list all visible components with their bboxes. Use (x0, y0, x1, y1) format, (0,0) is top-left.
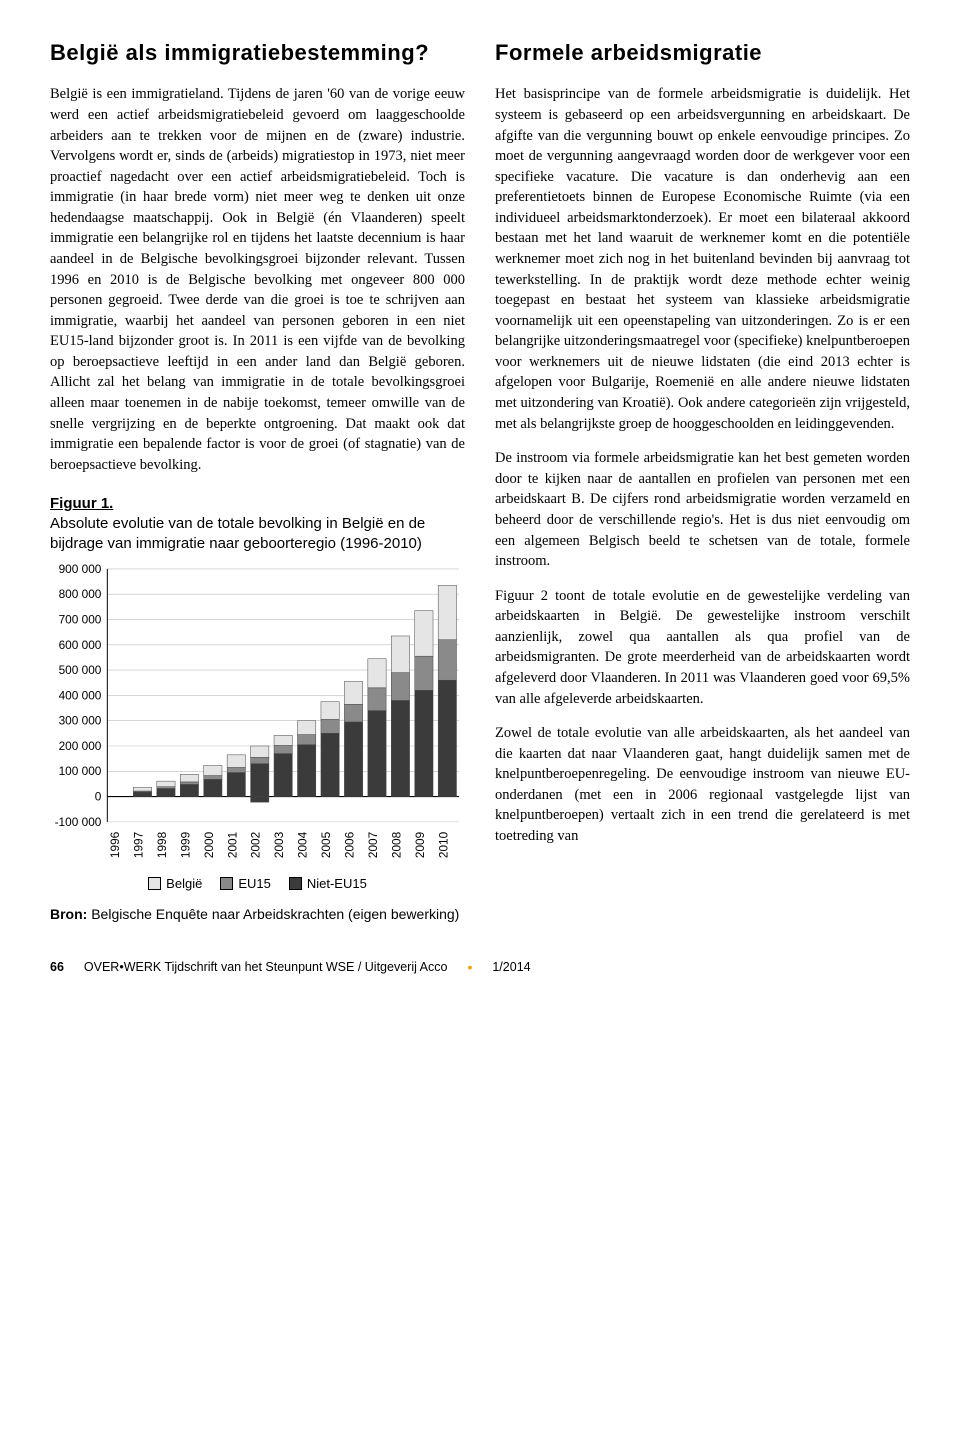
right-para-2: De instroom via formele arbeidsmigratie … (495, 448, 910, 571)
svg-text:1996: 1996 (108, 832, 122, 859)
legend-item: EU15 (220, 876, 271, 891)
legend-label: EU15 (238, 876, 271, 891)
left-body-para: België is een immigratieland. Tijdens de… (50, 84, 465, 475)
page-footer: 66 OVER•WERK Tijdschrift van het Steunpu… (50, 959, 910, 975)
svg-text:500 000: 500 000 (59, 663, 102, 677)
legend-label: België (166, 876, 202, 891)
svg-text:200 000: 200 000 (59, 739, 102, 753)
svg-text:2007: 2007 (366, 832, 380, 858)
svg-text:2002: 2002 (249, 832, 263, 858)
legend-label: Niet-EU15 (307, 876, 367, 891)
legend-swatch (148, 877, 161, 890)
journal-name: OVER•WERK Tijdschrift van het Steunpunt … (84, 960, 448, 974)
figure-label: Figuur 1. (50, 495, 465, 512)
right-para-1: Het basisprincipe van de formele arbeids… (495, 84, 910, 434)
svg-text:1997: 1997 (131, 832, 145, 858)
chart-legend: België EU15 Niet-EU15 (50, 876, 465, 891)
legend-swatch (220, 877, 233, 890)
svg-text:300 000: 300 000 (59, 714, 102, 728)
svg-text:400 000: 400 000 (59, 689, 102, 703)
legend-item: Niet-EU15 (289, 876, 367, 891)
svg-text:2004: 2004 (296, 832, 310, 859)
svg-text:2005: 2005 (319, 832, 333, 859)
legend-swatch (289, 877, 302, 890)
right-para-3: Figuur 2 toont de totale evolutie en de … (495, 586, 910, 709)
svg-text:2010: 2010 (436, 832, 450, 859)
figure-source-text: Belgische Enquête naar Arbeidskrachten (… (91, 906, 459, 922)
svg-text:1998: 1998 (155, 832, 169, 859)
figure-source: Bron: Belgische Enquête naar Arbeidskrac… (50, 905, 465, 923)
left-section-title: België als immigratiebestemming? (50, 40, 465, 66)
figure-source-label: Bron: (50, 906, 87, 922)
svg-text:2009: 2009 (413, 832, 427, 859)
svg-text:700 000: 700 000 (59, 613, 102, 627)
svg-text:2000: 2000 (202, 832, 216, 859)
figure-chart: -100 000 0 100 000 200 000 300 000 400 000 500… (50, 563, 465, 890)
figure-1: Figuur 1. Absolute evolutie van de total… (50, 495, 465, 922)
svg-text:2003: 2003 (272, 832, 286, 859)
svg-text:0: 0 (95, 790, 102, 804)
svg-text:2006: 2006 (343, 832, 357, 859)
svg-text:100 000: 100 000 (59, 765, 102, 779)
issue-number: 1/2014 (492, 960, 530, 974)
legend-item: België (148, 876, 202, 891)
svg-text:800 000: 800 000 (59, 588, 102, 602)
footer-dot-icon: • (467, 959, 472, 975)
svg-text:900 000: 900 000 (59, 563, 102, 576)
svg-text:2001: 2001 (225, 832, 239, 859)
right-para-4: Zowel de totale evolutie van alle arbeid… (495, 723, 910, 846)
svg-text:2008: 2008 (389, 832, 403, 859)
figure-caption: Absolute evolutie van de totale bevolkin… (50, 514, 465, 553)
svg-text:600 000: 600 000 (59, 638, 102, 652)
bar-chart-svg: -100 000 0 100 000 200 000 300 000 400 000 500… (50, 563, 465, 869)
svg-text:1999: 1999 (178, 832, 192, 859)
page-number: 66 (50, 960, 64, 974)
right-section-title: Formele arbeidsmigratie (495, 40, 910, 66)
svg-text:-100 000: -100 000 (55, 815, 102, 829)
